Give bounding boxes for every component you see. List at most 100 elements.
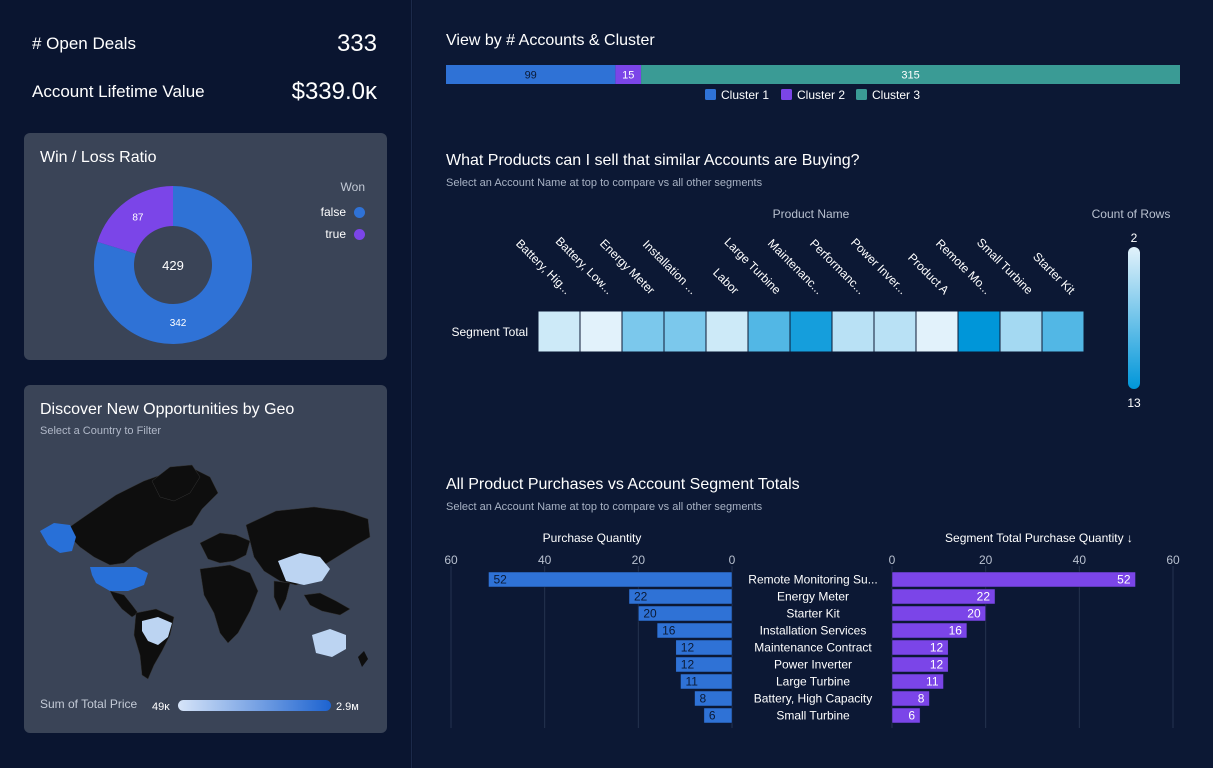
cluster-legend-swatch-2 [781,89,792,100]
purchases-chart[interactable]: Purchase Quantity Segment Total Purchase… [413,528,1213,768]
segment-total-bar-label: 12 [930,641,944,655]
right-axis-tick: 20 [979,553,993,567]
heatmap-cell[interactable] [1041,310,1085,353]
legend-item-true[interactable]: true [325,227,365,241]
purchase-bar[interactable] [680,673,733,690]
heatmap-cell[interactable] [747,310,791,353]
segment-total-bar-label: 6 [908,709,915,723]
products-heatmap[interactable]: Product Name Count of Rows 2 13 Segment … [413,190,1213,450]
geo-scale-max: 2.9ᴍ [336,701,359,713]
win-loss-card: Win / Loss Ratio 342 87 429 Won false tru… [24,133,387,360]
segment-total-bar[interactable] [891,622,968,639]
purchase-bar[interactable] [638,605,733,622]
cluster-value-1: 99 [525,70,537,82]
products-title: What Products can I sell that similar Ac… [446,152,860,169]
heatmap-cell[interactable] [705,310,749,353]
legend-false-swatch [354,206,365,218]
segment-total-bar[interactable] [891,707,921,724]
world-map[interactable]: Sum of Total Price 49ᴋ 2.9ᴍ [24,385,387,733]
segment-total-bar[interactable] [891,690,930,707]
geo-title: Discover New Opportunities by Geo [40,401,295,418]
heatmap-column-label: Starter Kit [1030,249,1078,297]
product-category-label[interactable]: Small Turbine [776,709,850,723]
segment-total-bar[interactable] [891,656,949,673]
product-category-label[interactable]: Remote Monitoring Su... [748,573,877,587]
heatmap-cell[interactable] [831,310,875,353]
product-category-label[interactable]: Power Inverter [774,658,852,672]
heatmap-cell[interactable] [957,310,1001,353]
geo-scale-min: 49ᴋ [152,701,170,713]
map-southeast-asia [303,592,351,616]
cluster-segment-2[interactable] [615,65,642,84]
right-axis-tick: 0 [889,553,896,567]
left-axis-tick: 60 [444,553,458,567]
heatmap-row-label: Segment Total [452,325,529,339]
cluster-legend-label-3[interactable]: Cluster 3 [872,88,920,102]
win-loss-donut[interactable]: 342 87 429 [24,133,387,360]
heatmap-x-title: Product Name [773,207,850,221]
map-new-zealand [358,651,368,667]
purchase-bar[interactable] [694,690,733,707]
cluster-legend-label-2[interactable]: Cluster 2 [797,88,845,102]
purchase-quantity-title: Purchase Quantity [543,531,642,545]
product-category-label[interactable]: Starter Kit [786,607,840,621]
right-axis-tick: 60 [1166,553,1180,567]
products-subtitle: Select an Account Name at top to compare… [446,177,763,189]
purchase-bar[interactable] [675,639,733,656]
cluster-title: View by # Accounts & Cluster [446,32,655,49]
cluster-legend-label-1[interactable]: Cluster 1 [721,88,769,102]
purchase-bar-label: 12 [681,641,695,655]
legend-true-swatch [354,228,365,240]
purchase-bar[interactable] [656,622,733,639]
segment-total-bar[interactable] [891,571,1136,588]
purchase-bar[interactable] [628,588,733,605]
heatmap-cell[interactable] [579,310,623,353]
segment-total-bar[interactable] [891,639,949,656]
cluster-segment-3[interactable] [641,65,1180,84]
donut-label-false: 342 [170,318,187,329]
open-deals-label: # Open Deals [32,34,136,53]
heatmap-cell[interactable] [915,310,959,353]
purchase-bar[interactable] [675,656,733,673]
cluster-legend-swatch-3 [856,89,867,100]
segment-total-title: Segment Total Purchase Quantity ↓ [945,531,1133,545]
purchase-bar-label: 16 [662,624,676,638]
heatmap-legend-title: Count of Rows [1092,207,1171,221]
heatmap-legend-min: 13 [1127,396,1141,410]
product-category-label[interactable]: Energy Meter [777,590,849,604]
heatmap-cell[interactable] [663,310,707,353]
purchase-bar-label: 22 [634,590,648,604]
purchase-bar-label: 8 [700,692,707,706]
segment-total-bar-label: 11 [926,675,939,689]
cluster-bar-chart[interactable]: 99 15 315 Cluster 1 Cluster 2 Cluster 3 [413,0,1213,110]
heatmap-cell[interactable] [999,310,1043,353]
donut-label-true: 87 [132,213,144,224]
heatmap-cell[interactable] [537,310,581,353]
heatmap-color-scale [1128,247,1140,389]
cluster-value-2: 15 [622,70,634,82]
map-australia [312,629,346,657]
legend-item-false[interactable]: false [321,205,365,219]
purchase-bar-label: 6 [709,709,716,723]
segment-total-bar[interactable] [891,588,996,605]
heatmap-cell[interactable] [621,310,665,353]
donut-slice-true[interactable] [97,186,173,254]
open-deals-value: 333 [336,30,377,57]
segment-total-bar[interactable] [891,673,944,690]
geo-subtitle: Select a Country to Filter [40,425,162,437]
heatmap-legend-max: 2 [1131,231,1138,245]
purchase-bar[interactable] [488,571,733,588]
product-category-label[interactable]: Large Turbine [776,675,850,689]
segment-total-bar[interactable] [891,605,986,622]
purchase-bar[interactable] [703,707,733,724]
donut-slice-false[interactable] [93,186,253,344]
segment-total-bar-label: 8 [918,692,925,706]
product-category-label[interactable]: Battery, High Capacity [754,692,873,706]
product-category-label[interactable]: Maintenance Contract [754,641,872,655]
purchases-subtitle: Select an Account Name at top to compare… [446,501,763,513]
cluster-segment-1[interactable] [446,65,616,84]
heatmap-cell[interactable] [789,310,833,353]
heatmap-cell[interactable] [873,310,917,353]
product-category-label[interactable]: Installation Services [760,624,867,638]
map-africa [199,564,259,644]
